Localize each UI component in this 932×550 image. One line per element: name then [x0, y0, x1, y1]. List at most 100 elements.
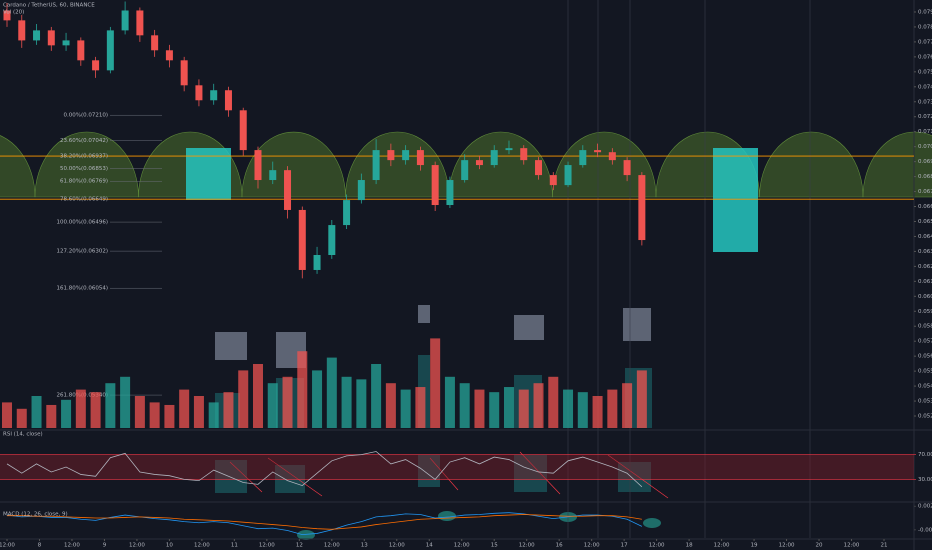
- volume-bar: [297, 351, 308, 428]
- candle-body: [284, 170, 292, 210]
- y-tick-label: 0.06700: [918, 189, 932, 195]
- candle-body: [490, 150, 498, 166]
- candle-body: [224, 90, 232, 111]
- y-tick-label: 0.06300: [918, 249, 932, 255]
- volume-bar: [518, 389, 529, 428]
- y-tick-label: 0.07100: [918, 129, 932, 135]
- candle-body: [77, 40, 85, 61]
- candle-body: [33, 30, 41, 41]
- candle-body: [431, 165, 439, 206]
- arc-zone: [0, 135, 36, 198]
- candle-body: [564, 165, 572, 186]
- volume-bar: [134, 396, 145, 428]
- volume-bar: [282, 376, 293, 428]
- highlight-box: [215, 460, 247, 493]
- y-tick-label: 0.06400: [918, 234, 932, 240]
- y-tick-label: 0.06500: [918, 219, 932, 225]
- y-tick-label: 0.07900: [918, 9, 932, 15]
- x-tick-label: 12:00: [0, 543, 15, 549]
- candle-body: [3, 10, 11, 21]
- volume-bar: [474, 389, 485, 428]
- background-drawings: [0, 131, 932, 540]
- x-tick-label: 12:00: [454, 543, 470, 549]
- volume-bar: [105, 383, 116, 428]
- volume-bar: [2, 402, 12, 428]
- volume-bar: [415, 387, 426, 428]
- chart-title: Cardano / TetherUS, 60, BINANCE: [3, 3, 95, 9]
- candle-body: [165, 50, 173, 61]
- y-tick-label: 0.05700: [918, 339, 932, 345]
- x-tick-label: 12: [296, 543, 303, 549]
- candle-body: [92, 60, 100, 71]
- volume-bar: [371, 364, 382, 428]
- y-tick-label: 0.05300: [918, 399, 932, 405]
- volume-bar: [61, 399, 72, 428]
- volume-bar: [252, 364, 263, 428]
- candle-body: [623, 160, 631, 176]
- candle-body: [505, 148, 513, 151]
- candle-body: [357, 180, 365, 201]
- volume-bar: [193, 396, 204, 428]
- volume-bar: [90, 392, 101, 428]
- candle-body: [180, 60, 188, 86]
- y-tick-label: 0.07500: [918, 69, 932, 75]
- candle-body: [416, 150, 424, 166]
- candle-body: [254, 150, 262, 181]
- x-tick-label: 12:00: [584, 543, 600, 549]
- x-tick-label: 12:00: [194, 543, 210, 549]
- volume-bar: [164, 404, 175, 428]
- y-tick-label: 0.07000: [918, 144, 932, 150]
- candle-body: [387, 150, 395, 161]
- candle-body: [106, 30, 114, 71]
- y-tick-label: 0.05600: [918, 354, 932, 360]
- range-box: [514, 315, 544, 340]
- volume-bar: [238, 370, 249, 428]
- volume-bar: [503, 387, 514, 428]
- volume-bar: [341, 376, 352, 428]
- volume-bar: [533, 383, 544, 428]
- volume-bar: [592, 396, 603, 428]
- candle-body: [372, 150, 380, 181]
- candle-body: [18, 20, 26, 41]
- candle-body: [343, 200, 351, 226]
- x-tick-label: 12:00: [129, 543, 145, 549]
- x-tick-label: 8: [38, 543, 42, 549]
- x-tick-label: 12:00: [519, 543, 535, 549]
- candle-body: [402, 150, 410, 161]
- y-tick-label: 0.05400: [918, 384, 932, 390]
- trend-line: [267, 457, 323, 497]
- volume-bar: [489, 392, 500, 428]
- macd-title: MACD (12, 26, close, 9): [3, 512, 68, 518]
- indicator-line: [6, 451, 643, 488]
- candle-body: [269, 170, 277, 181]
- y-tick-label: 0.06900: [918, 159, 932, 165]
- x-tick-label: 12:00: [64, 543, 80, 549]
- candle-body: [121, 10, 129, 31]
- volume-bar: [75, 389, 86, 428]
- x-tick-label: 12:00: [844, 543, 860, 549]
- arc-zone: [345, 131, 450, 198]
- y-tick-label: 0.05900: [918, 309, 932, 315]
- volume-bar: [179, 389, 190, 428]
- candle-body: [298, 209, 306, 270]
- candle-body: [446, 180, 454, 206]
- arc-zone: [241, 131, 346, 198]
- x-tick-label: 13: [361, 543, 368, 549]
- volume-bar: [16, 408, 27, 428]
- candle-body: [638, 175, 646, 241]
- fib-label: 50.00%(0.06853): [60, 166, 108, 172]
- range-box: [623, 308, 651, 341]
- y-tick-label: 0.07800: [918, 24, 932, 30]
- rsi-band: [0, 454, 914, 480]
- candle-body: [47, 30, 55, 46]
- x-tick-label: 11: [231, 543, 238, 549]
- volume-bar: [607, 389, 618, 428]
- macd-marker: [438, 511, 456, 521]
- candle-body: [461, 160, 469, 181]
- x-tick-label: 20: [816, 543, 823, 549]
- fib-label: 38.20%(0.06937): [60, 154, 108, 160]
- volume-bar: [636, 370, 647, 428]
- arc-zone: [34, 131, 139, 198]
- range-box: [215, 332, 247, 360]
